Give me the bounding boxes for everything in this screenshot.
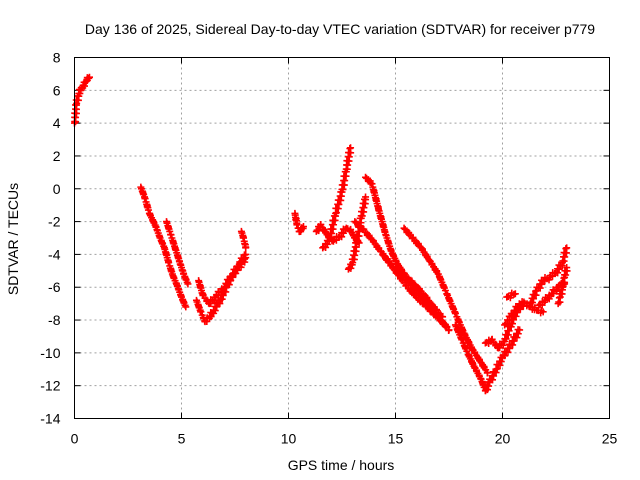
data-point-marker: [141, 194, 149, 202]
x-axis-label: GPS time / hours: [288, 457, 395, 473]
data-point-marker: [174, 254, 182, 262]
data-point-marker: [392, 256, 400, 264]
y-tick-label: 0: [53, 181, 61, 197]
y-tick-label: -8: [48, 312, 61, 328]
data-point-marker: [372, 196, 380, 204]
data-point-marker: [451, 309, 459, 317]
data-point-marker: [379, 222, 387, 230]
data-point-marker: [197, 308, 205, 316]
data-point-marker: [463, 347, 471, 355]
data-point-marker: [293, 221, 301, 229]
data-point: [347, 144, 355, 152]
data-point-marker: [446, 296, 454, 304]
data-point-marker: [472, 366, 480, 374]
data-point-marker: [436, 275, 444, 283]
data-point-marker: [465, 338, 473, 346]
x-tick-label: 15: [388, 431, 404, 447]
data-point: [563, 264, 571, 272]
x-tick-label: 10: [281, 431, 297, 447]
data-point-marker: [239, 234, 247, 242]
data-point: [182, 303, 190, 311]
data-point-marker: [458, 336, 466, 344]
x-tick-label: 20: [495, 431, 511, 447]
data-point-marker: [146, 211, 154, 219]
data-point-marker: [455, 318, 463, 326]
data-point-marker: [178, 266, 186, 274]
data-point-marker: [465, 352, 473, 360]
data-point-marker: [171, 245, 179, 253]
data-point-marker: [479, 380, 487, 388]
data-point-marker: [196, 283, 204, 291]
data-point-marker: [347, 225, 355, 233]
data-point-marker: [368, 180, 376, 188]
data-point-marker: [454, 327, 462, 335]
y-tick-label: -12: [40, 378, 60, 394]
y-axis-label: SDTVAR / TECUs: [5, 183, 21, 295]
data-point-marker: [180, 298, 188, 306]
data-point-marker: [469, 359, 477, 367]
data-point-marker: [375, 206, 383, 214]
data-point: [242, 244, 250, 252]
data-point-marker: [241, 240, 249, 248]
data-point: [563, 244, 571, 252]
data-point-marker: [174, 285, 182, 293]
data-point-marker: [384, 239, 392, 247]
data-point: [443, 323, 451, 331]
data-point: [299, 223, 307, 231]
data-point-marker: [176, 260, 184, 268]
data-point: [242, 254, 250, 262]
x-tick-label: 5: [178, 431, 186, 447]
data-point-marker: [167, 267, 175, 275]
y-tick-label: -6: [48, 279, 61, 295]
data-point-marker: [370, 188, 378, 196]
y-tick-label: -10: [40, 345, 60, 361]
data-point-marker: [441, 287, 449, 295]
data-point: [511, 290, 519, 298]
data-point: [184, 280, 192, 288]
data-point-marker: [164, 258, 172, 266]
data-point: [539, 308, 547, 316]
y-tick-label: 6: [53, 82, 61, 98]
data-point-marker: [461, 344, 469, 352]
y-tick-label: 4: [53, 115, 61, 131]
chart-title: Day 136 of 2025, Sidereal Day-to-day VTE…: [85, 21, 595, 37]
data-point-marker: [292, 216, 300, 224]
data-point-marker: [169, 239, 177, 247]
x-tick-label: 25: [602, 431, 618, 447]
data-point-marker: [139, 190, 147, 198]
y-tick-label: -2: [48, 214, 61, 230]
plot-frame: [74, 57, 610, 419]
data-point-marker: [382, 231, 390, 239]
y-tick-label: -14: [40, 411, 60, 427]
data-point-marker: [440, 283, 448, 291]
data-point-marker: [153, 226, 161, 234]
data-point: [362, 193, 370, 201]
data-point-marker: [475, 371, 483, 379]
data-point-marker: [164, 224, 172, 232]
axis-ticks: 0 5 10 15 20 25 -14 -12 -10 -8 -6 -4 -2 0 2 4 6 8: [40, 50, 617, 447]
data-point-marker: [182, 275, 190, 283]
data-point-marker: [377, 214, 385, 222]
y-tick-label: 8: [53, 50, 61, 66]
x-tick-label: 0: [71, 431, 79, 447]
data-point: [516, 326, 524, 334]
data-point-marker: [167, 231, 175, 239]
data-points: [71, 73, 571, 395]
data-point-marker: [143, 203, 151, 211]
data-point-marker: [195, 303, 203, 311]
data-point-marker: [144, 206, 152, 214]
y-tick-label: 2: [53, 148, 61, 164]
data-point-marker: [349, 230, 357, 238]
data-point-marker: [170, 273, 178, 281]
data-point-marker: [150, 218, 158, 226]
data-point-marker: [158, 239, 166, 247]
data-point-marker: [162, 250, 170, 258]
grid: [74, 57, 610, 419]
data-point-marker: [449, 304, 457, 312]
data-point-marker: [389, 251, 397, 259]
data-point: [85, 73, 93, 81]
y-tick-label: -4: [48, 246, 61, 262]
